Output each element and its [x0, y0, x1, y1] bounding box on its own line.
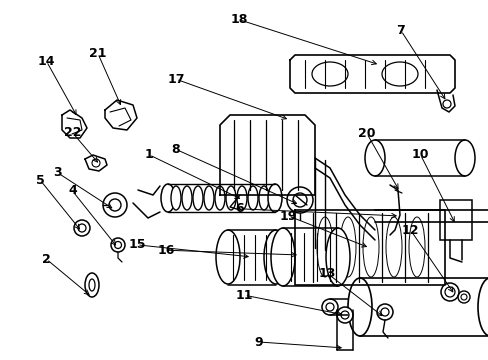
Text: 21: 21 [89, 47, 106, 60]
Ellipse shape [454, 140, 474, 176]
Ellipse shape [321, 299, 337, 315]
Text: 16: 16 [157, 244, 175, 257]
Ellipse shape [270, 228, 294, 286]
Text: 11: 11 [235, 289, 253, 302]
Ellipse shape [347, 278, 371, 336]
Text: 4: 4 [68, 184, 77, 197]
Ellipse shape [182, 186, 192, 210]
Text: 13: 13 [318, 267, 336, 280]
Text: 19: 19 [279, 210, 297, 222]
Text: 6: 6 [235, 202, 244, 215]
Text: 7: 7 [396, 24, 405, 37]
Text: 3: 3 [53, 166, 62, 179]
Ellipse shape [161, 184, 175, 212]
Text: 2: 2 [42, 253, 51, 266]
Text: 8: 8 [171, 143, 180, 156]
Ellipse shape [216, 230, 240, 284]
Text: 15: 15 [128, 238, 145, 251]
Ellipse shape [171, 186, 181, 210]
Bar [439, 200, 471, 240]
Text: 22: 22 [63, 126, 81, 139]
Ellipse shape [325, 228, 349, 286]
Ellipse shape [264, 230, 287, 284]
Text: 18: 18 [230, 13, 248, 26]
Text: 1: 1 [144, 148, 153, 161]
Text: 9: 9 [254, 336, 263, 348]
Ellipse shape [364, 140, 384, 176]
Ellipse shape [237, 186, 246, 210]
Text: 5: 5 [36, 174, 44, 186]
Ellipse shape [225, 186, 236, 210]
Ellipse shape [247, 186, 258, 210]
Ellipse shape [203, 186, 214, 210]
Ellipse shape [193, 186, 203, 210]
Text: 20: 20 [357, 127, 375, 140]
Text: 10: 10 [411, 148, 428, 161]
Text: 14: 14 [38, 55, 55, 68]
Ellipse shape [259, 186, 268, 210]
Ellipse shape [477, 278, 488, 336]
Text: 17: 17 [167, 73, 184, 86]
Ellipse shape [215, 186, 224, 210]
Text: 12: 12 [401, 224, 419, 237]
Ellipse shape [336, 307, 352, 323]
Ellipse shape [267, 184, 282, 212]
